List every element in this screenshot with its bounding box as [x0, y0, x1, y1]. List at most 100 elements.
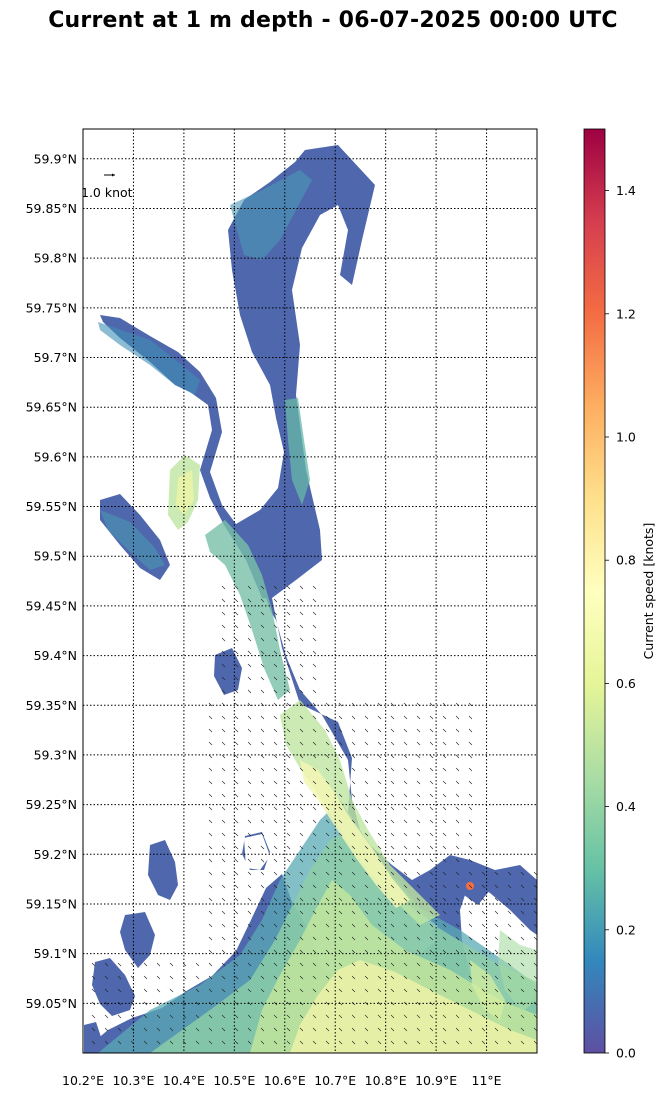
current-arrow-icon	[429, 858, 434, 863]
current-arrow-icon	[260, 858, 265, 863]
current-arrow-icon	[273, 650, 278, 655]
colorbar-bar	[583, 128, 606, 1054]
current-arrow-icon	[286, 832, 291, 837]
current-arrow-icon	[104, 1014, 109, 1019]
current-arrow-icon	[286, 715, 291, 720]
current-arrow-icon	[104, 1001, 109, 1006]
current-arrow-icon	[247, 728, 252, 733]
current-arrow-icon	[390, 923, 395, 928]
current-arrow-icon	[117, 1040, 122, 1045]
current-arrow-icon	[416, 871, 421, 876]
current-arrow-icon	[247, 975, 252, 980]
current-arrow-icon	[221, 598, 226, 603]
colorbar-tick-label: 1.4	[616, 183, 636, 198]
current-arrow-icon	[156, 1040, 161, 1045]
current-arrow-icon	[351, 884, 356, 889]
current-arrow-icon	[325, 793, 330, 798]
current-arrow-icon	[364, 754, 369, 759]
current-arrow-icon	[182, 1040, 187, 1045]
current-arrow-icon	[390, 988, 395, 993]
current-arrow-icon	[481, 884, 486, 889]
current-arrow-icon	[429, 962, 434, 967]
latitude-tick-label: 59.15°N	[26, 896, 77, 911]
current-arrow-icon	[403, 832, 408, 837]
current-arrow-icon	[494, 1014, 499, 1019]
current-arrow-icon	[208, 858, 213, 863]
current-arrow-icon	[312, 910, 317, 915]
land-patch	[308, 245, 330, 288]
colorbar-tick-label: 0.4	[616, 799, 636, 814]
current-arrow-icon	[312, 1014, 317, 1019]
current-arrow-icon	[286, 936, 291, 941]
current-arrow-icon	[416, 741, 421, 746]
current-arrow-icon	[208, 806, 213, 811]
current-arrow-icon	[260, 845, 265, 850]
current-arrow-icon	[455, 780, 460, 785]
current-arrow-icon	[286, 611, 291, 616]
current-arrow-icon	[390, 884, 395, 889]
current-arrow-icon	[403, 741, 408, 746]
current-arrow-icon	[260, 897, 265, 902]
current-arrow-icon	[286, 624, 291, 629]
current-arrow-icon	[260, 923, 265, 928]
current-arrow-icon	[221, 884, 226, 889]
current-arrow-icon	[442, 858, 447, 863]
current-arrow-icon	[299, 741, 304, 746]
current-arrow-icon	[455, 884, 460, 889]
current-arrow-icon	[130, 1027, 135, 1032]
current-arrow-icon	[221, 871, 226, 876]
current-arrow-icon	[312, 793, 317, 798]
current-arrow-icon	[442, 819, 447, 824]
current-arrow-icon	[260, 949, 265, 954]
current-vector-arrows	[91, 585, 537, 1045]
current-arrow-icon	[273, 728, 278, 733]
current-arrow-icon	[325, 767, 330, 772]
current-arrow-icon	[273, 988, 278, 993]
current-arrow-icon	[364, 845, 369, 850]
current-arrow-icon	[520, 975, 525, 980]
current-arrow-icon	[377, 1040, 382, 1045]
current-arrow-icon	[286, 728, 291, 733]
current-arrow-icon	[299, 897, 304, 902]
current-arrow-icon	[364, 780, 369, 785]
current-arrow-icon	[247, 741, 252, 746]
current-arrow-icon	[221, 793, 226, 798]
current-arrow-icon	[351, 741, 356, 746]
current-arrow-icon	[169, 975, 174, 980]
current-arrow-icon	[286, 806, 291, 811]
current-arrow-icon	[130, 1014, 135, 1019]
current-arrow-icon	[247, 897, 252, 902]
current-arrow-icon	[91, 1014, 96, 1019]
current-arrow-icon	[273, 897, 278, 902]
current-arrow-icon	[455, 793, 460, 798]
land-patch	[186, 558, 225, 604]
current-arrow-icon	[442, 884, 447, 889]
current-arrow-icon	[351, 897, 356, 902]
current-arrow-icon	[325, 845, 330, 850]
reference-vector-label: 1.0 knot	[81, 185, 133, 200]
current-arrow-icon	[208, 845, 213, 850]
current-arrow-icon	[247, 754, 252, 759]
current-arrow-icon	[351, 858, 356, 863]
current-arrow-icon	[429, 936, 434, 941]
current-arrow-icon	[143, 962, 148, 967]
current-arrow-icon	[208, 754, 213, 759]
current-arrow-icon	[390, 767, 395, 772]
water-area	[460, 870, 490, 905]
current-arrow-icon	[247, 598, 252, 603]
current-arrow-icon	[91, 975, 96, 980]
current-arrow-icon	[351, 754, 356, 759]
current-speed-band	[290, 960, 537, 1053]
current-arrow-icon	[143, 1014, 148, 1019]
current-arrow-icon	[494, 910, 499, 915]
current-arrow-icon	[390, 949, 395, 954]
current-arrow-icon	[273, 884, 278, 889]
current-arrow-icon	[260, 624, 265, 629]
current-arrow-icon	[273, 715, 278, 720]
current-arrow-icon	[234, 832, 239, 837]
current-arrow-icon	[234, 845, 239, 850]
current-arrow-icon	[208, 936, 213, 941]
current-arrow-icon	[208, 767, 213, 772]
current-arrow-icon	[234, 1027, 239, 1032]
current-arrow-icon	[364, 884, 369, 889]
